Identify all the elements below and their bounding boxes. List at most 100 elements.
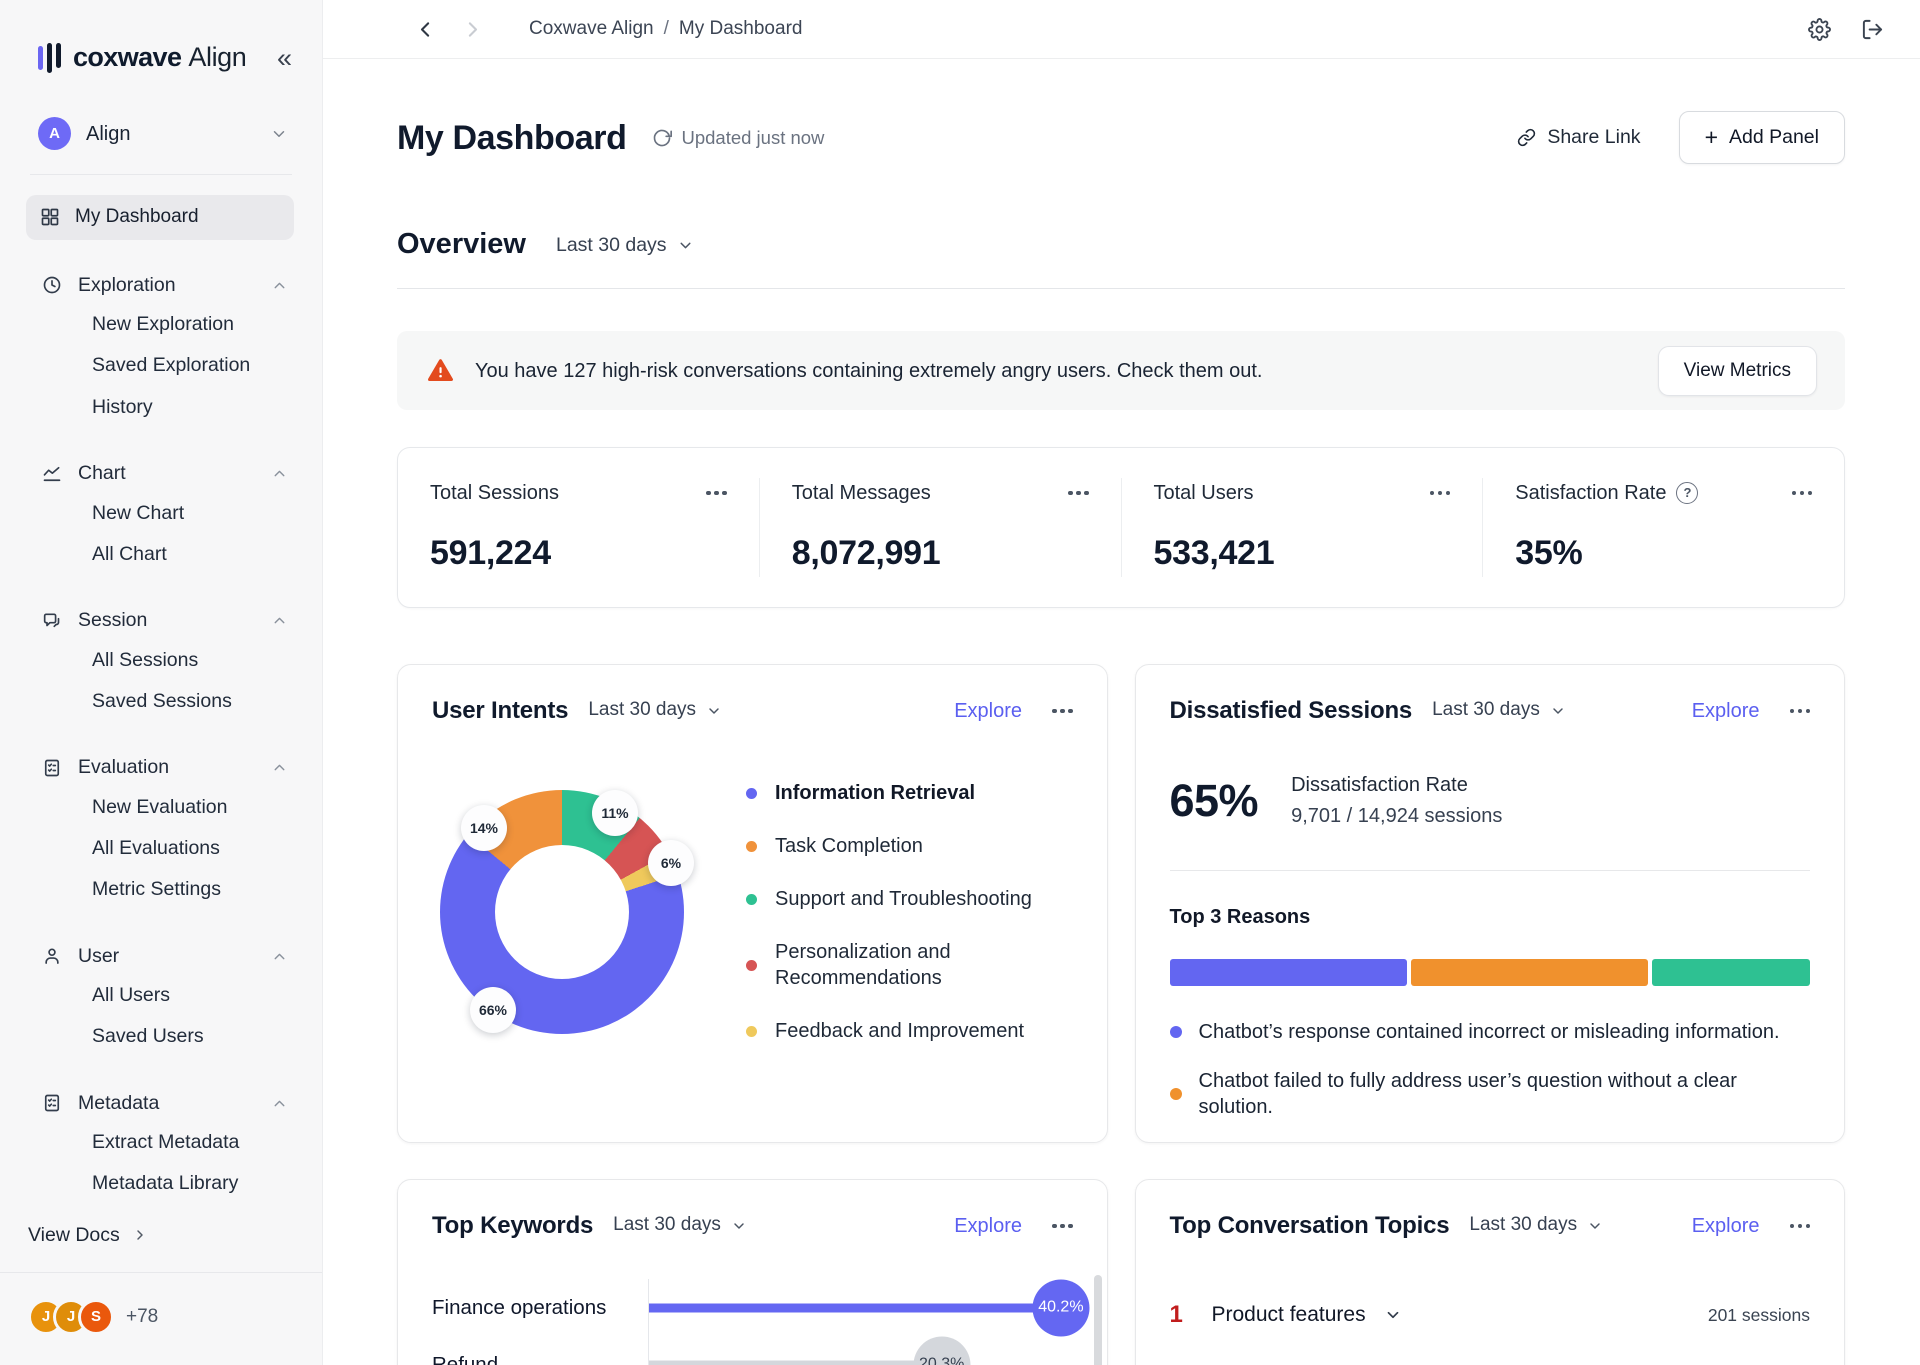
more-menu-icon[interactable]	[1429, 490, 1451, 496]
chevron-down-icon	[677, 237, 694, 254]
chevron-up-icon[interactable]	[271, 277, 288, 294]
sidebar-item-exploration[interactable]: Exploration	[0, 267, 322, 304]
card-scrollbar[interactable]	[1093, 1275, 1102, 1365]
workspace-switcher[interactable]: A Align	[38, 117, 288, 151]
add-panel-label: Add Panel	[1729, 126, 1819, 148]
sidebar-item-all-sessions[interactable]: All Sessions	[92, 648, 199, 671]
sidebar-footer: View Docs J J S +78	[0, 1213, 322, 1339]
share-link-button[interactable]: Share Link	[1517, 125, 1641, 150]
card-range-dropdown[interactable]: Last 30 days	[588, 698, 722, 723]
card-range-dropdown[interactable]: Last 30 days	[1469, 1213, 1603, 1238]
sidebar-item-my-dashboard[interactable]: My Dashboard	[26, 195, 294, 240]
more-menu-icon[interactable]	[1052, 708, 1073, 714]
explore-link[interactable]: Explore	[954, 1214, 1022, 1237]
chevron-up-icon[interactable]	[271, 759, 288, 776]
keyword-value-badge[interactable]: 20.3%	[913, 1336, 971, 1365]
sidebar-item-extract-metadata[interactable]: Extract Metadata	[92, 1130, 240, 1153]
sidebar-section-chart: Chart New Chart All Chart	[0, 455, 322, 575]
legend-item[interactable]: Information Retrieval	[746, 780, 1073, 806]
help-icon[interactable]: ?	[1676, 482, 1699, 505]
team-avatars[interactable]: J J S +78	[0, 1273, 322, 1339]
explore-link[interactable]: Explore	[954, 699, 1022, 722]
keyword-value-badge[interactable]: 40.2%	[1032, 1279, 1090, 1337]
keyword-bar[interactable]	[649, 1303, 1061, 1313]
card-range-dropdown[interactable]: Last 30 days	[613, 1213, 747, 1238]
stat-total-sessions: Total Sessions 591,224	[398, 478, 759, 577]
sidebar-item-saved-exploration[interactable]: Saved Exploration	[92, 354, 251, 377]
topic-row: 1 Product features 201 sessions	[1170, 1299, 1811, 1330]
nav-forward-icon[interactable]	[462, 19, 483, 40]
legend-item[interactable]: Personalization and Recommendations	[746, 939, 1073, 991]
stat-value: 35%	[1515, 534, 1583, 573]
range-label: Last 30 days	[555, 233, 667, 256]
bar-segment[interactable]	[1410, 959, 1648, 987]
explore-link[interactable]: Explore	[1691, 1214, 1760, 1237]
sidebar-item-all-evaluations[interactable]: All Evaluations	[92, 836, 220, 859]
chevron-down-icon[interactable]	[1384, 1306, 1402, 1324]
chevron-up-icon[interactable]	[271, 1095, 288, 1112]
chevron-up-icon[interactable]	[271, 465, 288, 482]
doc-checklist-icon	[42, 1093, 62, 1113]
stat-total-messages: Total Messages 8,072,991	[758, 478, 1121, 578]
legend-item[interactable]: Support and Troubleshooting	[746, 886, 1073, 912]
sidebar-item-user[interactable]: User	[0, 938, 322, 975]
warning-triangle-icon	[427, 357, 454, 384]
divider	[1169, 870, 1810, 872]
legend-dot	[746, 787, 757, 799]
main-area: Coxwave Align / My Dashboard My Dashboar…	[323, 0, 1920, 1365]
sidebar-section-metadata: Metadata Extract Metadata Metadata Libra…	[0, 1085, 322, 1205]
sidebar-item-metric-settings[interactable]: Metric Settings	[92, 878, 221, 901]
sidebar-item-new-exploration[interactable]: New Exploration	[92, 313, 234, 336]
sidebar-item-all-users[interactable]: All Users	[92, 983, 171, 1006]
view-docs-link[interactable]: View Docs	[0, 1213, 322, 1264]
user-intents-card: User Intents Last 30 days Explore	[397, 664, 1108, 1144]
logout-icon[interactable]	[1861, 18, 1884, 41]
donut-callout: 6%	[648, 840, 694, 887]
more-menu-icon[interactable]	[1789, 1223, 1810, 1229]
sidebar-item-evaluation[interactable]: Evaluation	[0, 749, 322, 786]
coxwave-logo-icon	[38, 42, 61, 73]
breadcrumb-current[interactable]: My Dashboard	[678, 17, 803, 39]
range-label: Last 30 days	[1432, 699, 1540, 721]
chevron-up-icon[interactable]	[271, 612, 288, 629]
more-menu-icon[interactable]	[1052, 1223, 1073, 1229]
more-menu-icon[interactable]	[1068, 490, 1089, 496]
more-menu-icon[interactable]	[706, 490, 727, 496]
refresh-icon[interactable]	[652, 128, 673, 148]
more-menu-icon[interactable]	[1791, 490, 1812, 496]
sidebar-item-saved-sessions[interactable]: Saved Sessions	[92, 689, 232, 712]
view-metrics-button[interactable]: View Metrics	[1657, 345, 1817, 396]
sidebar-collapse-icon[interactable]: «	[276, 43, 292, 74]
sidebar-section-exploration: Exploration New Exploration Saved Explor…	[0, 267, 322, 428]
keyword-bar[interactable]	[649, 1360, 942, 1365]
card-range-dropdown[interactable]: Last 30 days	[1432, 698, 1566, 723]
legend-item[interactable]: Task Completion	[746, 833, 1073, 859]
sidebar-item-session[interactable]: Session	[0, 602, 322, 639]
settings-gear-icon[interactable]	[1808, 17, 1831, 41]
sidebar-item-new-evaluation[interactable]: New Evaluation	[92, 795, 228, 818]
topic-rank: 1	[1169, 1301, 1183, 1329]
bar-segment[interactable]	[1169, 959, 1407, 987]
sidebar-item-chart[interactable]: Chart	[0, 455, 322, 492]
overview-range-dropdown[interactable]: Last 30 days	[556, 233, 694, 258]
topic-sessions-count: 201 sessions	[1707, 1304, 1810, 1325]
sidebar-section-label: Exploration	[78, 273, 176, 296]
add-panel-button[interactable]: + Add Panel	[1678, 111, 1845, 165]
chevron-up-icon[interactable]	[271, 948, 288, 965]
more-menu-icon[interactable]	[1789, 708, 1810, 714]
topic-label: Product features	[1211, 1303, 1366, 1327]
sidebar-item-metadata-library[interactable]: Metadata Library	[92, 1172, 239, 1195]
sidebar-item-saved-users[interactable]: Saved Users	[92, 1025, 204, 1048]
sidebar-item-history[interactable]: History	[92, 395, 153, 418]
bar-segment[interactable]	[1651, 959, 1810, 987]
sidebar-item-new-chart[interactable]: New Chart	[92, 501, 185, 524]
explore-link[interactable]: Explore	[1691, 699, 1760, 722]
sidebar-item-all-chart[interactable]: All Chart	[92, 542, 167, 565]
nav-back-icon[interactable]	[415, 19, 436, 40]
breadcrumb-root[interactable]: Coxwave Align	[529, 17, 654, 39]
sidebar-item-metadata[interactable]: Metadata	[0, 1085, 322, 1122]
stat-value: 8,072,991	[791, 534, 941, 573]
legend-item[interactable]: Feedback and Improvement	[746, 1018, 1073, 1044]
sidebar-section-label: User	[78, 944, 120, 967]
